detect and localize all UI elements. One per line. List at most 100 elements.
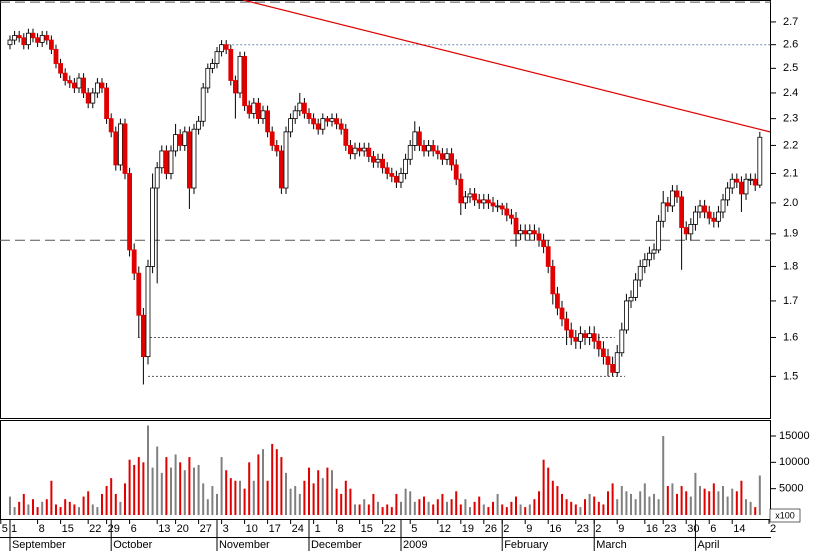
x-tick-label: 6 bbox=[710, 523, 716, 535]
volume-bar bbox=[340, 493, 343, 515]
x-tick-label: 27 bbox=[200, 523, 212, 535]
volume-bar bbox=[261, 449, 264, 515]
volume-bar bbox=[349, 488, 352, 515]
volume-bar bbox=[77, 507, 80, 515]
candle-body bbox=[209, 63, 215, 69]
candle-body bbox=[495, 205, 501, 208]
volume-bar bbox=[418, 499, 421, 515]
volume-bar bbox=[169, 467, 172, 515]
volume-tick-label: 15000 bbox=[779, 430, 810, 442]
volume-bar bbox=[584, 499, 587, 515]
candle-body bbox=[232, 80, 238, 94]
candle-body bbox=[739, 181, 744, 195]
candle-body bbox=[527, 230, 533, 235]
candle-body bbox=[246, 105, 252, 114]
volume-bar bbox=[271, 443, 274, 515]
volume-bar bbox=[18, 501, 21, 515]
candle-body bbox=[81, 77, 86, 94]
x-tick-label: 6 bbox=[131, 523, 137, 535]
volume-bar bbox=[482, 504, 485, 515]
candle-body bbox=[117, 123, 123, 166]
month-label: September bbox=[12, 539, 66, 551]
candle-body bbox=[48, 39, 54, 50]
candle-body bbox=[545, 246, 551, 267]
candle-body bbox=[472, 193, 478, 201]
volume-bar bbox=[137, 457, 140, 515]
candle-body bbox=[532, 230, 537, 235]
volume-bar bbox=[423, 496, 426, 515]
volume-bar bbox=[294, 486, 297, 515]
candle-body bbox=[108, 118, 114, 133]
candle-body bbox=[122, 123, 128, 174]
candle-body bbox=[338, 123, 344, 130]
y-tick-label: 2.7 bbox=[783, 16, 798, 28]
volume-bar bbox=[133, 464, 136, 515]
candle-body bbox=[628, 296, 634, 302]
volume-bar bbox=[105, 486, 108, 515]
volume-bar bbox=[671, 483, 674, 515]
x-tick-label: 9 bbox=[618, 523, 624, 535]
volume-bar bbox=[110, 478, 113, 515]
volume-bar bbox=[450, 499, 453, 515]
x-tick-label: 5 bbox=[2, 523, 8, 535]
volume-bar bbox=[31, 499, 34, 515]
x-tick-label: 29 bbox=[108, 523, 120, 535]
volume-bar bbox=[722, 486, 725, 515]
volume-bar bbox=[459, 504, 462, 515]
volume-bar bbox=[54, 504, 57, 515]
volume-bar bbox=[183, 470, 186, 515]
volume-bar bbox=[146, 425, 149, 515]
candle-body bbox=[159, 150, 165, 169]
candle-body bbox=[440, 153, 445, 160]
candle-body bbox=[30, 32, 36, 39]
candle-body bbox=[398, 173, 404, 183]
candle-body bbox=[131, 249, 137, 274]
volume-bar bbox=[128, 459, 131, 515]
candle-body bbox=[35, 37, 40, 43]
candle-body bbox=[315, 123, 321, 130]
volume-bar bbox=[758, 475, 761, 515]
candle-body bbox=[67, 80, 73, 84]
candle-body bbox=[168, 150, 174, 174]
candle-body bbox=[53, 48, 59, 64]
candle-body bbox=[578, 333, 583, 342]
candle-body bbox=[734, 178, 740, 183]
month-label: October bbox=[113, 539, 152, 551]
volume-bar bbox=[188, 457, 191, 515]
x-tick-label: 23 bbox=[664, 523, 676, 535]
candle-body bbox=[476, 199, 482, 204]
candle-body bbox=[320, 118, 326, 130]
candle-body bbox=[463, 196, 468, 204]
candle-body bbox=[407, 145, 413, 160]
candle-body bbox=[541, 239, 547, 248]
month-label: April bbox=[697, 539, 719, 551]
volume-bar bbox=[533, 499, 536, 515]
candle-body bbox=[509, 214, 514, 219]
volume-bar bbox=[275, 449, 278, 515]
x-tick-label: 22 bbox=[384, 523, 396, 535]
volume-bar bbox=[694, 472, 697, 515]
x-tick-label: 10 bbox=[246, 523, 258, 535]
candle-body bbox=[522, 230, 528, 235]
candle-body bbox=[39, 35, 45, 43]
volume-bar bbox=[519, 504, 522, 515]
x-tick-label: 17 bbox=[269, 523, 281, 535]
candle-body bbox=[301, 102, 307, 114]
candle-body bbox=[513, 217, 519, 235]
candle-body bbox=[412, 131, 418, 146]
x-tick-label: 16 bbox=[646, 523, 658, 535]
candle-body bbox=[752, 178, 758, 186]
volume-bar bbox=[749, 501, 752, 515]
y-tick-label: 2.6 bbox=[783, 39, 798, 51]
volume-bar bbox=[469, 507, 472, 515]
volume-bar bbox=[390, 507, 393, 515]
volume-bar bbox=[298, 493, 301, 515]
x-tick-label: 23 bbox=[577, 523, 589, 535]
candle-body bbox=[265, 110, 270, 133]
candle-body bbox=[403, 158, 409, 174]
x-tick-label: 19 bbox=[462, 523, 474, 535]
volume-bar bbox=[248, 462, 251, 515]
candle-body bbox=[292, 110, 298, 120]
month-label: February bbox=[504, 539, 549, 551]
